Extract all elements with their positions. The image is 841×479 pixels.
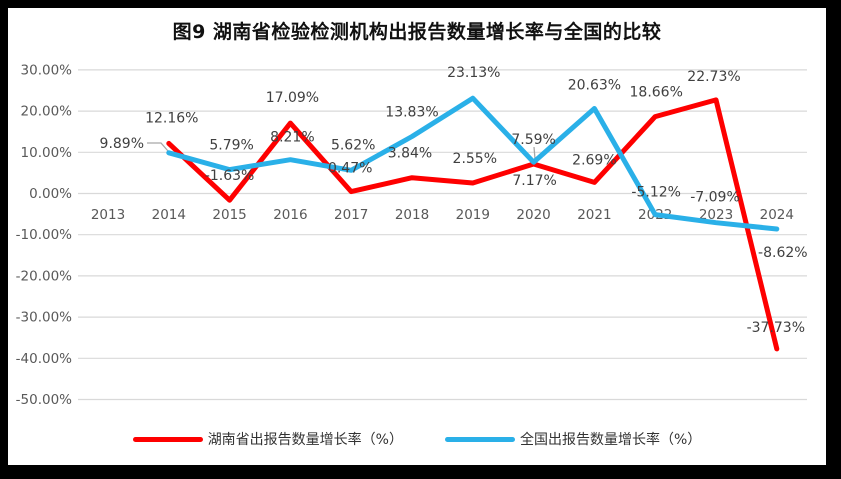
svg-text:2016: 2016 [273,207,307,223]
svg-text:-7.09%: -7.09% [690,190,740,206]
svg-text:5.62%: 5.62% [331,137,375,153]
svg-text:2023: 2023 [699,207,733,223]
svg-text:2018: 2018 [395,207,429,223]
national-series-label: 全国出报告数量增长率（%） [520,432,702,448]
svg-text:18.66%: 18.66% [630,85,683,101]
svg-text:13.83%: 13.83% [385,105,438,121]
svg-text:2014: 2014 [152,207,186,223]
legend-item-hunan: 湖南省出报告数量增长率（%） [132,429,403,449]
legend: 湖南省出报告数量增长率（%） 全国出报告数量增长率（%） [8,429,826,449]
svg-text:-50.00%: -50.00% [16,392,73,408]
legend-item-national: 全国出报告数量增长率（%） [445,429,701,449]
svg-text:22.73%: 22.73% [687,69,740,85]
svg-text:5.79%: 5.79% [209,138,253,154]
svg-text:2015: 2015 [212,207,246,223]
svg-text:2.69%: 2.69% [572,152,616,168]
svg-text:8.21%: 8.21% [270,130,314,146]
svg-text:-1.63%: -1.63% [205,168,255,184]
svg-text:-40.00%: -40.00% [16,351,73,367]
svg-text:-5.12%: -5.12% [631,185,681,201]
svg-text:12.16%: 12.16% [145,110,198,126]
chart-panel: 图9 湖南省检验检测机构出报告数量增长率与全国的比较 30.00% 20.00% 1… [8,8,826,465]
svg-text:7.59%: 7.59% [511,132,555,148]
svg-text:-37.73%: -37.73% [747,320,805,336]
svg-text:2024: 2024 [760,207,794,223]
svg-text:0.47%: 0.47% [328,161,372,177]
svg-text:10.00%: 10.00% [21,145,73,161]
svg-text:30.00%: 30.00% [21,62,73,78]
svg-text:2017: 2017 [334,207,368,223]
hunan-series-label: 湖南省出报告数量增长率（%） [207,432,403,448]
svg-text:2.55%: 2.55% [453,151,497,167]
svg-text:-30.00%: -30.00% [16,310,73,326]
svg-text:2021: 2021 [577,207,611,223]
svg-text:-8.62%: -8.62% [758,245,808,261]
line-chart-svg: 30.00% 20.00% 10.00% 0.00% -10.00% -20.00% -30… [16,62,808,408]
svg-text:23.13%: 23.13% [447,65,500,81]
svg-text:2013: 2013 [91,207,125,223]
svg-text:2020: 2020 [516,207,550,223]
svg-text:-20.00%: -20.00% [16,268,73,284]
svg-text:0.00%: 0.00% [29,186,72,202]
svg-text:2019: 2019 [456,207,490,223]
national-series-swatch [445,436,515,442]
hunan-series-swatch [132,436,203,442]
svg-text:9.89%: 9.89% [100,136,144,152]
svg-text:20.00%: 20.00% [21,104,73,120]
svg-text:7.17%: 7.17% [512,173,556,189]
svg-text:-10.00%: -10.00% [16,227,73,243]
svg-text:3.84%: 3.84% [388,146,432,162]
chart-title: 图9 湖南省检验检测机构出报告数量增长率与全国的比较 [172,21,662,43]
svg-text:17.09%: 17.09% [266,90,319,106]
svg-text:20.63%: 20.63% [568,78,621,94]
